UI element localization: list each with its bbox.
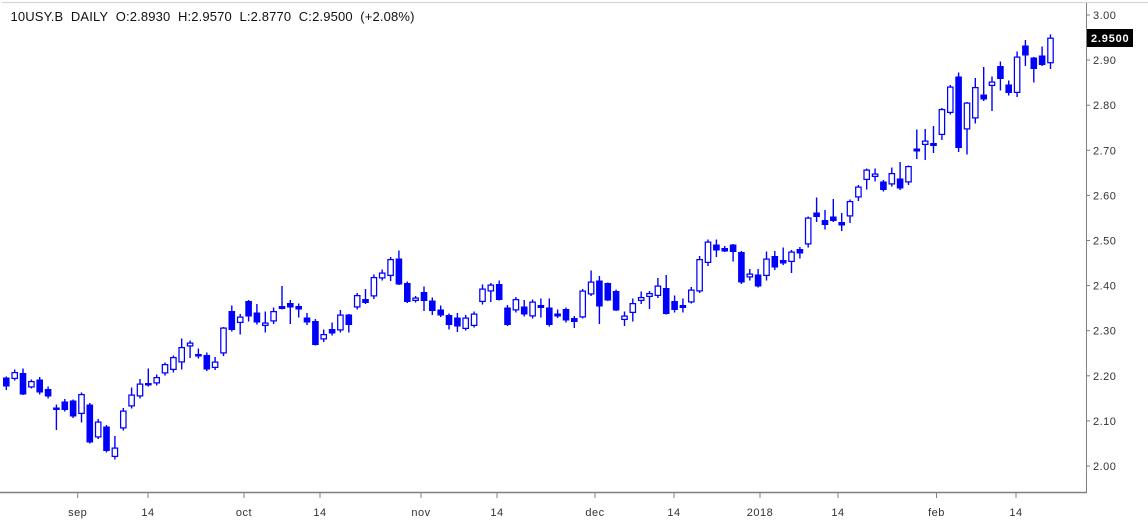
- svg-text:2.60: 2.60: [1093, 190, 1116, 202]
- svg-text:feb: feb: [928, 507, 945, 519]
- svg-text:2.90: 2.90: [1093, 55, 1116, 67]
- svg-text:sep: sep: [68, 507, 87, 519]
- svg-text:2018: 2018: [747, 507, 773, 519]
- svg-text:dec: dec: [585, 507, 604, 519]
- svg-text:2.80: 2.80: [1093, 100, 1116, 112]
- svg-text:oct: oct: [236, 507, 252, 519]
- svg-text:2.10: 2.10: [1093, 416, 1116, 428]
- svg-text:14: 14: [141, 507, 154, 519]
- svg-text:2.00: 2.00: [1093, 461, 1116, 473]
- svg-text:2.70: 2.70: [1093, 145, 1116, 157]
- svg-text:2.40: 2.40: [1093, 281, 1116, 293]
- svg-text:3.00: 3.00: [1093, 10, 1116, 22]
- svg-text:14: 14: [313, 507, 326, 519]
- svg-text:2.9500: 2.9500: [1091, 33, 1129, 45]
- svg-text:10USY.B DAILY O:2.8930 H:2.: 10USY.B DAILY O:2.8930 H:2.9570 L:2.8770…: [11, 9, 415, 24]
- svg-text:nov: nov: [411, 507, 430, 519]
- svg-text:2.50: 2.50: [1093, 236, 1116, 248]
- svg-text:2.20: 2.20: [1093, 371, 1116, 383]
- svg-text:14: 14: [1009, 507, 1022, 519]
- svg-text:14: 14: [667, 507, 680, 519]
- svg-text:14: 14: [831, 507, 844, 519]
- svg-text:2.30: 2.30: [1093, 326, 1116, 338]
- svg-text:14: 14: [490, 507, 503, 519]
